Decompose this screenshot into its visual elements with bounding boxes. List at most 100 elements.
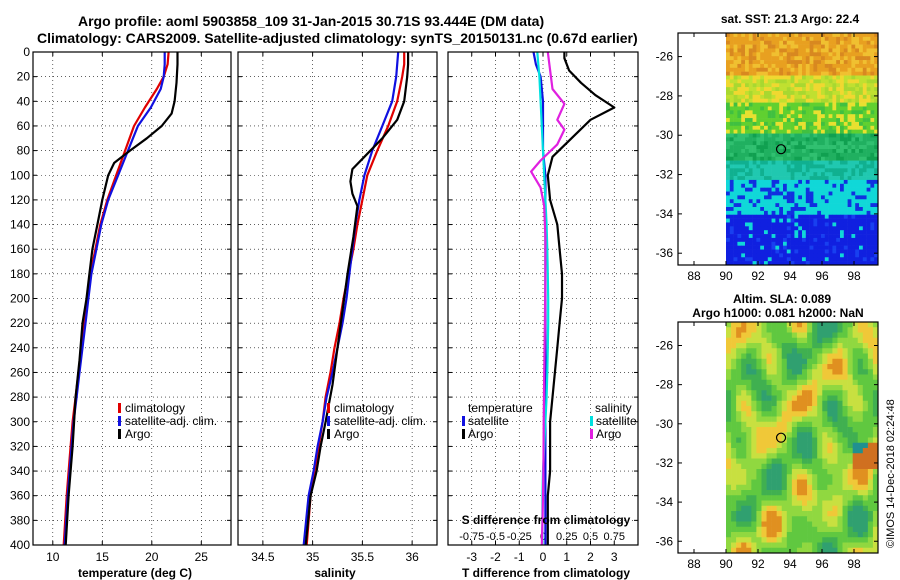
sla-cell (791, 421, 798, 428)
sla-cell (872, 358, 879, 365)
sst-cell (771, 241, 776, 246)
sst-cell (745, 98, 750, 103)
sla-cell (837, 479, 843, 486)
sst-cell (855, 149, 860, 154)
sst-cell (748, 191, 753, 196)
sst-cell (756, 67, 761, 72)
sst-cell (756, 230, 761, 235)
sst-cell (733, 60, 738, 65)
sst-cell (817, 118, 822, 123)
sst-cell (767, 79, 772, 84)
sst-cell (802, 237, 807, 243)
sst-cell (798, 187, 803, 192)
y-tick-label: -28 (656, 378, 674, 392)
sst-cell (836, 245, 841, 250)
sst-cell (847, 98, 852, 103)
sst-cell (813, 176, 818, 181)
sst-cell (726, 125, 731, 130)
sst-cell (729, 94, 734, 100)
sst-cell (748, 149, 753, 154)
sst-cell (813, 121, 818, 127)
sst-cell (840, 187, 845, 192)
sla-cell (872, 416, 879, 423)
sla-cell (872, 521, 879, 528)
sla-cell (761, 369, 767, 375)
sla-cell (741, 343, 747, 349)
sla-cell (867, 521, 874, 528)
sst-cell (828, 234, 833, 239)
sla-cell (791, 484, 798, 491)
sst-cell (741, 210, 746, 216)
sst-cell (851, 145, 856, 150)
sst-cell (764, 44, 769, 49)
sla-cell (852, 400, 859, 407)
sla-cell (776, 322, 783, 328)
sst-cell (859, 129, 864, 134)
sst-cell (851, 230, 856, 235)
sla-cell (746, 505, 752, 512)
sla-cell (847, 516, 853, 522)
sst-cell (851, 172, 856, 177)
sla-cell (837, 427, 843, 433)
sla-cell (781, 406, 788, 412)
sla-cell (807, 532, 813, 538)
sst-cell (790, 156, 795, 161)
sla-cell (827, 479, 833, 486)
sla-cell (807, 374, 813, 381)
sla-cell (842, 385, 848, 391)
sst-cell (828, 110, 833, 115)
sst-cell (870, 152, 875, 158)
sla-cell (847, 442, 853, 449)
sst-cell (760, 79, 765, 84)
sla-cell (761, 322, 767, 328)
sla-cell (857, 400, 864, 407)
sst-cell (733, 241, 738, 246)
sla-cell (781, 332, 788, 339)
sst-cell (855, 222, 860, 227)
sst-cell (733, 203, 738, 208)
sla-cell (766, 379, 772, 386)
sst-cell (813, 183, 818, 188)
sst-cell (756, 203, 761, 208)
legend-label: Argo (334, 427, 360, 441)
sst-cell (726, 52, 731, 57)
sla-cell (791, 385, 798, 391)
sst-cell (832, 195, 837, 200)
sst-cell (729, 44, 734, 49)
sst-cell (767, 203, 772, 208)
sla-cell (741, 458, 747, 465)
sla-cell (862, 348, 869, 354)
sla-cell (731, 327, 737, 333)
sst-cell (764, 94, 769, 100)
sla-cell (731, 474, 737, 480)
sst-cell (764, 125, 769, 130)
sla-cell (751, 390, 757, 396)
sla-cell (786, 374, 793, 381)
sst-cell (866, 237, 871, 243)
sst-cell (866, 172, 871, 177)
sla-cell (862, 537, 869, 543)
sst-cell (866, 183, 871, 188)
sla-cell (746, 427, 752, 433)
sst-cell (733, 141, 738, 146)
sst-cell (752, 56, 757, 61)
sla-cell (852, 521, 859, 528)
sst-cell (809, 214, 814, 219)
sla-cell (731, 374, 737, 381)
sla-cell (746, 516, 752, 522)
sst-cell (862, 48, 867, 53)
sst-cell (775, 79, 780, 84)
sla-cell (791, 469, 798, 475)
sst-cell (805, 56, 810, 61)
sla-cell (827, 395, 833, 402)
sla-cell (761, 526, 767, 533)
sla-cell (807, 411, 813, 417)
sst-cell (813, 187, 818, 192)
sst-cell (794, 203, 799, 208)
sla-cell (751, 474, 757, 480)
sla-cell (817, 358, 823, 365)
sst-cell (817, 114, 822, 119)
sst-cell (767, 118, 772, 123)
sla-cell (827, 411, 833, 417)
sst-cell (775, 60, 780, 65)
